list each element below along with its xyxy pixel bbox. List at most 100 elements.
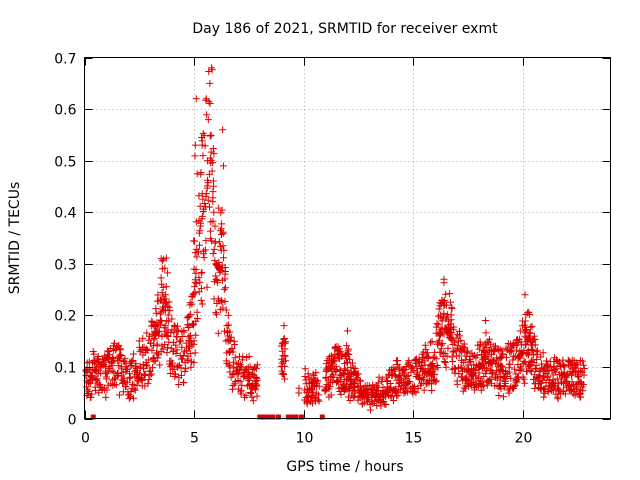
data-point [373, 401, 381, 409]
x-tick-label: 20 [515, 431, 533, 447]
data-point [130, 385, 138, 393]
data-point [144, 356, 152, 364]
data-point [190, 290, 198, 298]
y-tick-label: 0.2 [54, 309, 76, 325]
data-point [356, 376, 364, 384]
data-point [295, 389, 303, 397]
data-gap-marker [267, 414, 273, 420]
data-point [437, 341, 445, 349]
data-point [116, 356, 124, 364]
data-point [200, 247, 208, 255]
data-point [161, 341, 169, 349]
data-point [180, 379, 188, 387]
data-point [210, 182, 218, 190]
data-point [410, 387, 418, 395]
data-point [521, 317, 529, 325]
data-point [159, 283, 167, 291]
data-point [225, 361, 233, 369]
data-point [579, 387, 587, 395]
data-point [482, 317, 490, 325]
data-point [166, 370, 174, 378]
data-point [117, 345, 125, 353]
data-point [330, 357, 338, 365]
data-point [279, 369, 287, 377]
data-point [337, 390, 345, 398]
data-point [164, 332, 172, 340]
data-point [354, 370, 362, 378]
data-point [442, 363, 450, 371]
data-point [252, 365, 260, 373]
data-point [220, 246, 228, 254]
data-point [142, 361, 150, 369]
data-point [281, 375, 289, 383]
data-point [278, 370, 286, 378]
data-point [132, 364, 140, 372]
data-point [347, 376, 355, 384]
data-point [148, 370, 156, 378]
data-point [481, 349, 489, 357]
data-point [498, 362, 506, 370]
data-point [332, 368, 340, 376]
data-point [201, 142, 209, 150]
data-point [164, 302, 172, 310]
data-point [211, 257, 219, 265]
data-point [577, 367, 585, 375]
data-point [476, 338, 484, 346]
data-point [366, 406, 374, 414]
data-point [129, 394, 137, 402]
data-point [475, 369, 483, 377]
data-point [455, 352, 463, 360]
data-point [332, 362, 340, 370]
data-point [438, 317, 446, 325]
data-point [383, 378, 391, 386]
data-point [194, 248, 202, 256]
data-point [189, 321, 197, 329]
data-point [154, 291, 162, 299]
data-point [242, 391, 250, 399]
data-point [195, 241, 203, 249]
data-point [540, 374, 548, 382]
data-point [161, 322, 169, 330]
data-point [227, 333, 235, 341]
data-point [427, 339, 435, 347]
data-point [480, 382, 488, 390]
data-point [554, 395, 562, 403]
data-point [171, 370, 179, 378]
data-point [302, 380, 310, 388]
data-point [174, 362, 182, 370]
data-point [115, 341, 123, 349]
data-point [526, 329, 534, 337]
data-point [397, 386, 405, 394]
data-point [520, 375, 528, 383]
data-point [178, 333, 186, 341]
data-point [185, 312, 193, 320]
data-point [219, 126, 227, 134]
x-tick-label: 15 [405, 431, 423, 447]
data-point [247, 390, 255, 398]
data-point [97, 369, 105, 377]
data-point [377, 402, 385, 410]
data-point [143, 345, 151, 353]
data-point [125, 374, 133, 382]
data-point [444, 344, 452, 352]
data-point [500, 374, 508, 382]
data-point [191, 349, 199, 357]
data-point [209, 217, 217, 225]
data-point [159, 345, 167, 353]
data-point [560, 362, 568, 370]
data-point [536, 371, 544, 379]
data-point [158, 289, 166, 297]
data-point [249, 397, 257, 405]
data-point [131, 386, 139, 394]
data-point [309, 388, 317, 396]
data-gap-marker [293, 414, 299, 420]
data-point [388, 393, 396, 401]
data-point [382, 393, 390, 401]
data-point [140, 365, 148, 373]
data-point [561, 363, 569, 371]
data-point [580, 381, 588, 389]
data-point [492, 367, 500, 375]
data-point [197, 284, 205, 292]
data-point [333, 366, 341, 374]
data-point [156, 361, 164, 369]
